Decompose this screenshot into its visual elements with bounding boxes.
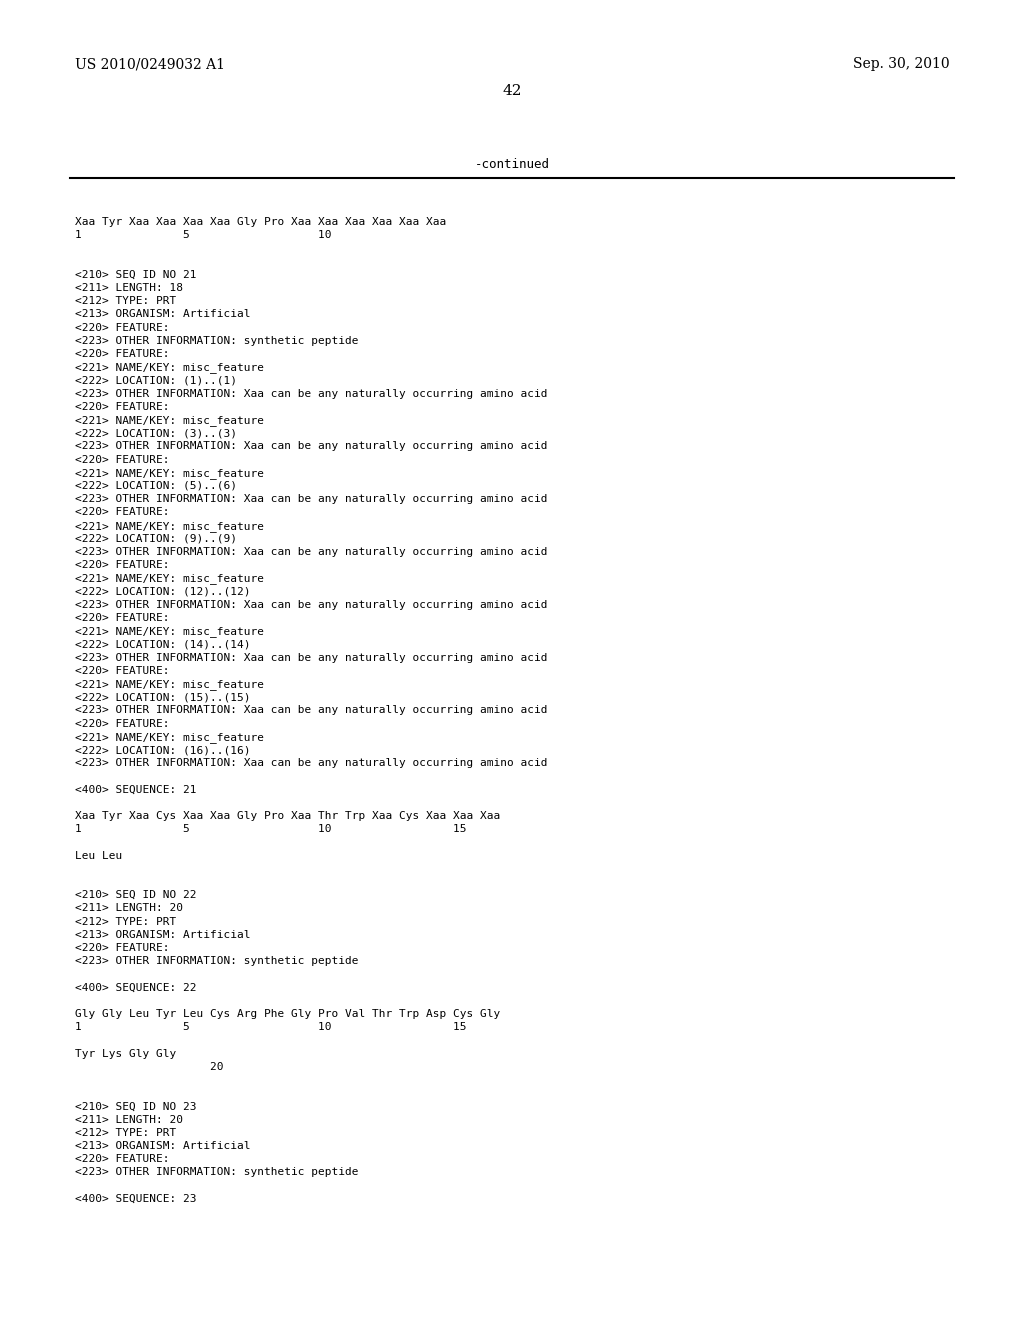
Text: <400> SEQUENCE: 23: <400> SEQUENCE: 23 (75, 1193, 197, 1204)
Text: <222> LOCATION: (16)..(16): <222> LOCATION: (16)..(16) (75, 744, 251, 755)
Text: <221> NAME/KEY: misc_feature: <221> NAME/KEY: misc_feature (75, 414, 264, 426)
Text: <220> FEATURE:: <220> FEATURE: (75, 560, 170, 570)
Text: <220> FEATURE:: <220> FEATURE: (75, 1154, 170, 1164)
Text: <211> LENGTH: 20: <211> LENGTH: 20 (75, 1114, 183, 1125)
Text: <210> SEQ ID NO 22: <210> SEQ ID NO 22 (75, 890, 197, 900)
Text: <221> NAME/KEY: misc_feature: <221> NAME/KEY: misc_feature (75, 626, 264, 638)
Text: <221> NAME/KEY: misc_feature: <221> NAME/KEY: misc_feature (75, 467, 264, 479)
Text: <220> FEATURE:: <220> FEATURE: (75, 401, 170, 412)
Text: Leu Leu: Leu Leu (75, 850, 122, 861)
Text: <222> LOCATION: (3)..(3): <222> LOCATION: (3)..(3) (75, 428, 237, 438)
Text: US 2010/0249032 A1: US 2010/0249032 A1 (75, 57, 225, 71)
Text: Xaa Tyr Xaa Cys Xaa Xaa Gly Pro Xaa Thr Trp Xaa Cys Xaa Xaa Xaa: Xaa Tyr Xaa Cys Xaa Xaa Gly Pro Xaa Thr … (75, 810, 501, 821)
Text: 1               5                   10: 1 5 10 (75, 230, 332, 240)
Text: <400> SEQUENCE: 22: <400> SEQUENCE: 22 (75, 982, 197, 993)
Text: <213> ORGANISM: Artificial: <213> ORGANISM: Artificial (75, 1140, 251, 1151)
Text: <220> FEATURE:: <220> FEATURE: (75, 507, 170, 517)
Text: <212> TYPE: PRT: <212> TYPE: PRT (75, 296, 176, 306)
Text: <211> LENGTH: 18: <211> LENGTH: 18 (75, 282, 183, 293)
Text: <210> SEQ ID NO 23: <210> SEQ ID NO 23 (75, 1101, 197, 1111)
Text: 20: 20 (75, 1061, 223, 1072)
Text: <220> FEATURE:: <220> FEATURE: (75, 348, 170, 359)
Text: 42: 42 (502, 84, 522, 98)
Text: <223> OTHER INFORMATION: synthetic peptide: <223> OTHER INFORMATION: synthetic pepti… (75, 335, 358, 346)
Text: 1               5                   10                  15: 1 5 10 15 (75, 1022, 467, 1032)
Text: <220> FEATURE:: <220> FEATURE: (75, 454, 170, 465)
Text: <223> OTHER INFORMATION: Xaa can be any naturally occurring amino acid: <223> OTHER INFORMATION: Xaa can be any … (75, 758, 548, 768)
Text: <222> LOCATION: (12)..(12): <222> LOCATION: (12)..(12) (75, 586, 251, 597)
Text: Gly Gly Leu Tyr Leu Cys Arg Phe Gly Pro Val Thr Trp Asp Cys Gly: Gly Gly Leu Tyr Leu Cys Arg Phe Gly Pro … (75, 1008, 501, 1019)
Text: <221> NAME/KEY: misc_feature: <221> NAME/KEY: misc_feature (75, 573, 264, 585)
Text: <223> OTHER INFORMATION: synthetic peptide: <223> OTHER INFORMATION: synthetic pepti… (75, 1167, 358, 1177)
Text: <223> OTHER INFORMATION: synthetic peptide: <223> OTHER INFORMATION: synthetic pepti… (75, 956, 358, 966)
Text: <222> LOCATION: (9)..(9): <222> LOCATION: (9)..(9) (75, 533, 237, 544)
Text: <222> LOCATION: (15)..(15): <222> LOCATION: (15)..(15) (75, 692, 251, 702)
Text: <222> LOCATION: (1)..(1): <222> LOCATION: (1)..(1) (75, 375, 237, 385)
Text: <212> TYPE: PRT: <212> TYPE: PRT (75, 916, 176, 927)
Text: <222> LOCATION: (14)..(14): <222> LOCATION: (14)..(14) (75, 639, 251, 649)
Text: <223> OTHER INFORMATION: Xaa can be any naturally occurring amino acid: <223> OTHER INFORMATION: Xaa can be any … (75, 705, 548, 715)
Text: 1               5                   10                  15: 1 5 10 15 (75, 824, 467, 834)
Text: <210> SEQ ID NO 21: <210> SEQ ID NO 21 (75, 269, 197, 280)
Text: <223> OTHER INFORMATION: Xaa can be any naturally occurring amino acid: <223> OTHER INFORMATION: Xaa can be any … (75, 441, 548, 451)
Text: <221> NAME/KEY: misc_feature: <221> NAME/KEY: misc_feature (75, 362, 264, 374)
Text: <220> FEATURE:: <220> FEATURE: (75, 612, 170, 623)
Text: <222> LOCATION: (5)..(6): <222> LOCATION: (5)..(6) (75, 480, 237, 491)
Text: <220> FEATURE:: <220> FEATURE: (75, 665, 170, 676)
Text: <221> NAME/KEY: misc_feature: <221> NAME/KEY: misc_feature (75, 520, 264, 532)
Text: Tyr Lys Gly Gly: Tyr Lys Gly Gly (75, 1048, 176, 1059)
Text: <223> OTHER INFORMATION: Xaa can be any naturally occurring amino acid: <223> OTHER INFORMATION: Xaa can be any … (75, 388, 548, 399)
Text: <220> FEATURE:: <220> FEATURE: (75, 718, 170, 729)
Text: <400> SEQUENCE: 21: <400> SEQUENCE: 21 (75, 784, 197, 795)
Text: <212> TYPE: PRT: <212> TYPE: PRT (75, 1127, 176, 1138)
Text: <223> OTHER INFORMATION: Xaa can be any naturally occurring amino acid: <223> OTHER INFORMATION: Xaa can be any … (75, 546, 548, 557)
Text: <213> ORGANISM: Artificial: <213> ORGANISM: Artificial (75, 309, 251, 319)
Text: <213> ORGANISM: Artificial: <213> ORGANISM: Artificial (75, 929, 251, 940)
Text: <223> OTHER INFORMATION: Xaa can be any naturally occurring amino acid: <223> OTHER INFORMATION: Xaa can be any … (75, 599, 548, 610)
Text: -continued: -continued (474, 158, 550, 172)
Text: Sep. 30, 2010: Sep. 30, 2010 (853, 57, 950, 71)
Text: <223> OTHER INFORMATION: Xaa can be any naturally occurring amino acid: <223> OTHER INFORMATION: Xaa can be any … (75, 494, 548, 504)
Text: Xaa Tyr Xaa Xaa Xaa Xaa Gly Pro Xaa Xaa Xaa Xaa Xaa Xaa: Xaa Tyr Xaa Xaa Xaa Xaa Gly Pro Xaa Xaa … (75, 216, 446, 227)
Text: <221> NAME/KEY: misc_feature: <221> NAME/KEY: misc_feature (75, 731, 264, 743)
Text: <221> NAME/KEY: misc_feature: <221> NAME/KEY: misc_feature (75, 678, 264, 690)
Text: <220> FEATURE:: <220> FEATURE: (75, 942, 170, 953)
Text: <211> LENGTH: 20: <211> LENGTH: 20 (75, 903, 183, 913)
Text: <220> FEATURE:: <220> FEATURE: (75, 322, 170, 333)
Text: <223> OTHER INFORMATION: Xaa can be any naturally occurring amino acid: <223> OTHER INFORMATION: Xaa can be any … (75, 652, 548, 663)
